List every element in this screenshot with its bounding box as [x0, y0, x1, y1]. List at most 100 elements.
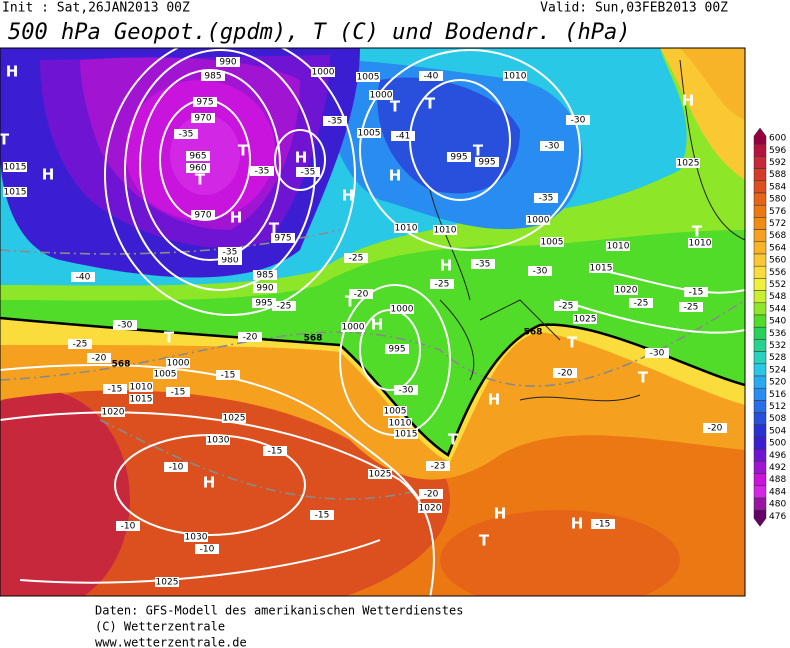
map-label: 1025	[155, 577, 179, 588]
label-box	[394, 385, 418, 395]
label-box	[349, 289, 373, 299]
pressure-center: T	[567, 334, 578, 352]
init-time: Init : Sat,26JAN2013 00Z	[2, 1, 190, 16]
label-box	[394, 429, 418, 439]
map-label: -15	[263, 446, 287, 457]
label-box	[614, 285, 638, 295]
label-text: -30	[533, 267, 548, 277]
map-label: 1015	[394, 429, 418, 440]
label-box	[191, 113, 215, 123]
pressure-center: T	[269, 220, 280, 238]
map-label: 995	[447, 152, 471, 163]
label-text: 1005	[384, 407, 407, 417]
label-box	[201, 71, 225, 81]
map-label: 980	[218, 255, 242, 266]
colorbar-swatch	[753, 363, 767, 377]
map-label: -25	[629, 298, 653, 309]
colorbar-label: 508	[769, 414, 786, 424]
colorbar-swatch	[753, 387, 767, 401]
colorbar-swatch	[753, 424, 767, 438]
label-text: -30	[545, 142, 560, 152]
map-label: 990	[253, 283, 277, 294]
label-box	[263, 446, 287, 456]
label-text: 1025	[156, 578, 179, 588]
map-label: 1010	[688, 238, 712, 249]
label-box	[629, 298, 653, 308]
pressure-center: T	[390, 98, 401, 116]
map-label: -15	[103, 384, 127, 395]
colorbar-swatch	[753, 265, 767, 279]
label-text: 985	[204, 72, 221, 82]
map-label: 1010	[388, 418, 412, 429]
label-box	[471, 259, 495, 269]
label-box	[101, 407, 125, 417]
colorbar-swatch	[753, 253, 767, 267]
label-text: 975	[196, 98, 213, 108]
map-label: 1005	[153, 369, 177, 380]
label-text: 970	[194, 114, 211, 124]
label-text: 1005	[358, 129, 381, 139]
map-label: -35	[534, 193, 558, 204]
label-box	[206, 435, 230, 445]
map-label: -41	[391, 131, 415, 142]
isobar	[0, 269, 745, 596]
colorbar-swatch	[753, 229, 767, 243]
label-text: 1010	[689, 239, 712, 249]
map-label: 1000	[341, 322, 365, 333]
label-box	[385, 344, 409, 354]
map-label: 995	[385, 344, 409, 355]
label-text: -35	[255, 167, 270, 177]
pressure-center: T	[473, 142, 484, 160]
map-label: 1005	[383, 406, 407, 417]
label-box	[591, 519, 615, 529]
colorbar-swatch	[753, 339, 767, 352]
colorbar-label: 500	[769, 439, 786, 449]
label-text: -15	[221, 371, 236, 381]
colorbar-label: 544	[769, 304, 786, 314]
pressure-center: T	[238, 142, 249, 160]
label-box	[253, 283, 277, 293]
label-text: 995	[450, 153, 467, 163]
colorbar-label: 512	[769, 402, 786, 412]
colorbar-label: 556	[769, 268, 786, 278]
map-label: -20	[87, 353, 111, 364]
colorbar-label: 576	[769, 207, 786, 217]
colorbar-swatch	[753, 241, 767, 255]
colorbar-label: 580	[769, 195, 786, 205]
map-label: 1025	[676, 158, 700, 169]
map-label: 985	[253, 270, 277, 281]
colorbar-label: 488	[769, 475, 786, 485]
label-text: -40	[76, 273, 91, 283]
pressure-center: T	[479, 532, 490, 550]
label-box	[554, 301, 578, 311]
label-text: -15	[108, 385, 123, 395]
label-text: 970	[194, 211, 211, 221]
label-text: -35	[539, 194, 554, 204]
label-box	[341, 322, 365, 332]
label-text: 1030	[185, 533, 208, 543]
colorbar-label: 504	[769, 426, 786, 436]
label-text: 1015	[130, 395, 153, 405]
pressure-center: T	[345, 293, 356, 311]
label-text: -20	[558, 369, 573, 379]
colorbar-swatch	[753, 192, 767, 206]
label-text: -35	[476, 260, 491, 270]
map-label: -25	[554, 301, 578, 312]
field	[440, 510, 680, 596]
label-text: 1010	[130, 383, 153, 393]
map-label: -35	[323, 116, 347, 127]
label-box	[216, 370, 240, 380]
label-text: 995	[388, 345, 405, 355]
valid-time: Valid: Sun,03FEB2013 00Z	[540, 1, 728, 16]
pressure-center: H	[389, 167, 402, 185]
map-label: 995	[475, 157, 499, 168]
label-box	[566, 115, 590, 125]
colorbar-label: 476	[769, 512, 786, 522]
colorbar-label: 564	[769, 243, 786, 253]
label-box	[528, 266, 552, 276]
map-label: -25	[68, 339, 92, 350]
colorbar-swatch	[753, 448, 767, 462]
map-label: 1010	[606, 241, 630, 252]
label-box	[419, 489, 443, 499]
colorbar-label: 588	[769, 170, 786, 180]
